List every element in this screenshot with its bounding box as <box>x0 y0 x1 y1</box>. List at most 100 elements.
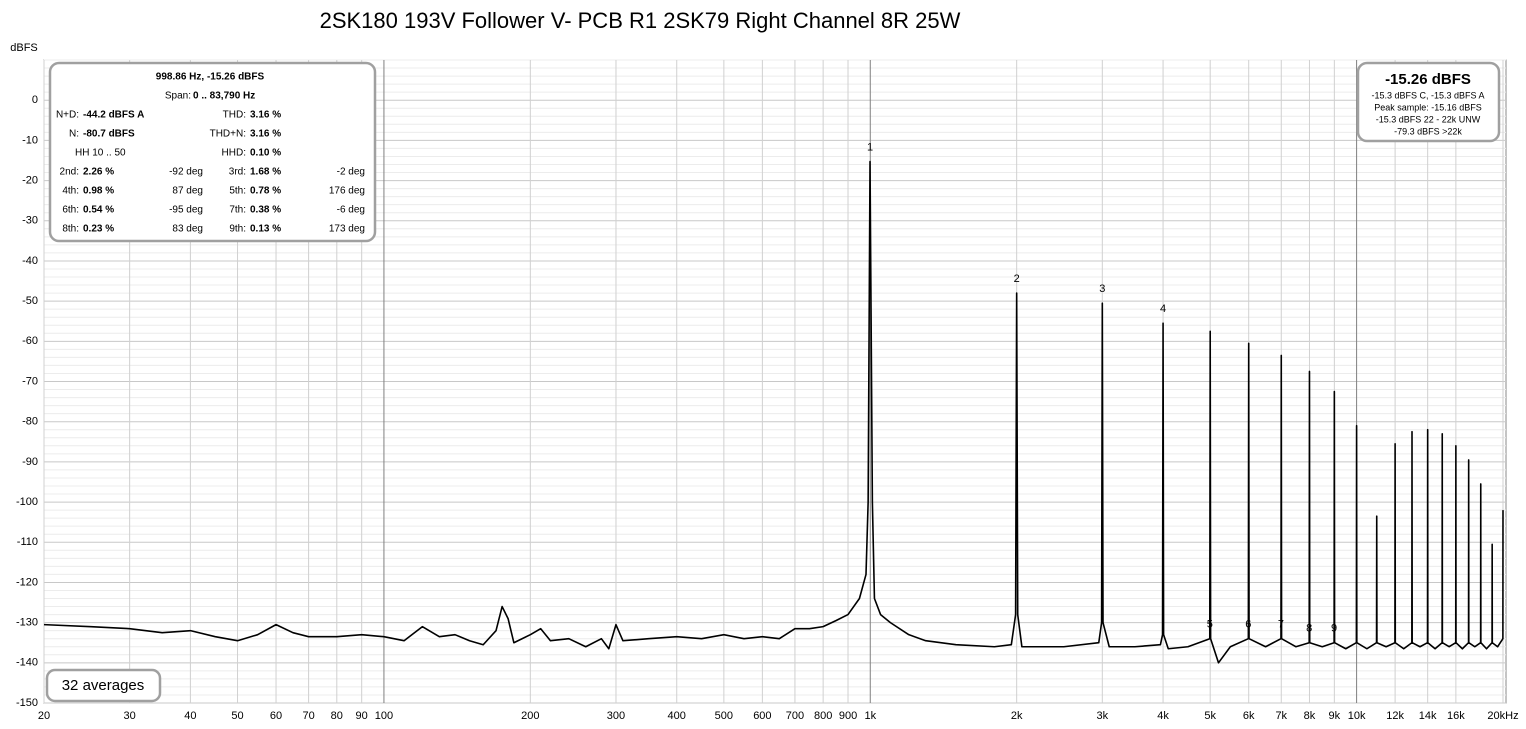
x-tick-label: 20 <box>38 710 50 722</box>
harmonic-label: 3 <box>1099 283 1105 295</box>
x-tick-label: 14k <box>1419 710 1437 722</box>
y-tick-label: -30 <box>22 215 38 227</box>
stats-text: 0.10 % <box>250 148 281 159</box>
stats-text: 7th: <box>229 205 246 216</box>
x-tick-label: 70 <box>302 710 314 722</box>
stats-text: 3rd: <box>229 167 246 178</box>
y-tick-label: -140 <box>16 657 38 669</box>
y-tick-label: -90 <box>22 456 38 468</box>
level-line: -79.3 dBFS >22k <box>1394 126 1462 136</box>
harmonic-label: 4 <box>1160 303 1166 315</box>
x-tick-label: 8k <box>1304 710 1316 722</box>
y-tick-label: -20 <box>22 174 38 186</box>
x-tick-label: 500 <box>715 710 733 722</box>
x-tick-label: 10k <box>1348 710 1366 722</box>
x-tick-label: 9k <box>1329 710 1341 722</box>
harmonic-label: 5 <box>1207 619 1213 631</box>
y-tick-label: -100 <box>16 496 38 508</box>
x-tick-label: 16k <box>1447 710 1465 722</box>
x-tick-label: 60 <box>270 710 282 722</box>
stats-text: 998.86 Hz, -15.26 dBFS <box>156 72 265 83</box>
boxes: 998.86 Hz, -15.26 dBFS Span: 0 .. 83,790 H… <box>45 61 1501 703</box>
harmonic-label: 9 <box>1331 623 1337 635</box>
x-tick-label: 900 <box>839 710 857 722</box>
y-tick-label: -60 <box>22 335 38 347</box>
x-tick-label: 300 <box>607 710 625 722</box>
plot: 1 2 3 4 5 6 7 8 9 <box>43 141 1504 664</box>
x-tick-label: 30 <box>124 710 136 722</box>
harmonic-label: 6 <box>1245 619 1251 631</box>
harmonic-label: 8 <box>1306 623 1312 635</box>
x-tick-label: 3k <box>1096 710 1108 722</box>
x-tick-label: 7k <box>1275 710 1287 722</box>
x-tick-label: 20kHz <box>1487 710 1518 722</box>
x-tick-label: 40 <box>184 710 196 722</box>
y-tick-label: 0 <box>32 94 38 106</box>
chart-title: 2SK180 193V Follower V- PCB R1 2SK79 Rig… <box>320 8 961 33</box>
stats-text: Span: <box>165 91 191 102</box>
harmonic-label: 7 <box>1278 619 1284 631</box>
y-axis-label: dBFS <box>10 42 38 54</box>
stats-text: 9th: <box>229 224 246 235</box>
stats-text: THD+N: <box>210 129 246 140</box>
x-tick-label: 6k <box>1243 710 1255 722</box>
y-tick-label: -70 <box>22 375 38 387</box>
stats-text: 1.68 % <box>250 167 281 178</box>
stats-text: 0.78 % <box>250 186 281 197</box>
x-tick-label: 50 <box>231 710 243 722</box>
stats-text: 0.13 % <box>250 224 281 235</box>
level-line: -15.3 dBFS 22 - 22k UNW <box>1376 114 1481 124</box>
y-tick-label: -50 <box>22 295 38 307</box>
stats-text: N: <box>69 129 79 140</box>
x-tick-label: 12k <box>1386 710 1404 722</box>
stats-text: 0.38 % <box>250 205 281 216</box>
x-tick-label: 90 <box>356 710 368 722</box>
stats-text: 0.23 % <box>83 224 114 235</box>
stats-text: 0 .. 83,790 Hz <box>193 91 255 102</box>
x-tick-label: 80 <box>331 710 343 722</box>
level-value: -15.26 dBFS <box>1385 71 1471 88</box>
y-tick-label: -40 <box>22 255 38 267</box>
spectrum-line <box>43 160 1504 664</box>
averages-box <box>45 668 162 703</box>
stats-text: 6th: <box>62 205 79 216</box>
stats-text: -92 deg <box>169 167 203 178</box>
stats-text: 176 deg <box>329 186 365 197</box>
x-tick-label: 600 <box>753 710 771 722</box>
stats-text: 87 deg <box>172 186 203 197</box>
x-tick-label: 5k <box>1204 710 1216 722</box>
x-tick-label: 400 <box>668 710 686 722</box>
stats-text: HHD: <box>222 148 246 159</box>
stats-text: 173 deg <box>329 224 365 235</box>
y-tick-label: -10 <box>22 134 38 146</box>
x-tick-label: 700 <box>786 710 804 722</box>
y-tick-label: -150 <box>16 697 38 709</box>
stats-text: 4th: <box>62 186 79 197</box>
stats-text: N+D: <box>56 110 79 121</box>
level-box <box>1356 61 1501 143</box>
stats-text: 83 deg <box>172 224 203 235</box>
level-line: Peak sample: -15.16 dBFS <box>1374 102 1482 112</box>
y-tick-label: -120 <box>16 576 38 588</box>
level-line: -15.3 dBFS C, -15.3 dBFS A <box>1371 90 1484 100</box>
stats-text: -2 deg <box>337 167 365 178</box>
x-tick-label: 100 <box>375 710 393 722</box>
stats-text: 0.98 % <box>83 186 114 197</box>
stats-text: THD: <box>223 110 246 121</box>
averages: 32 averages <box>62 677 145 694</box>
stats-text: 3.16 % <box>250 110 281 121</box>
stats-text: -44.2 dBFS A <box>83 110 144 121</box>
stats-text: HH 10 .. 50 <box>75 148 126 159</box>
stats-text: 3.16 % <box>250 129 281 140</box>
y-tick-label: -130 <box>16 617 38 629</box>
x-tick-label: 800 <box>814 710 832 722</box>
stats-text: 5th: <box>229 186 246 197</box>
stats-text: 2.26 % <box>83 167 114 178</box>
stats-text: -6 deg <box>337 205 365 216</box>
x-tick-label: 200 <box>521 710 539 722</box>
x-tick-label: 1k <box>864 710 876 722</box>
stats-text: 8th: <box>62 224 79 235</box>
x-tick-label: 2k <box>1011 710 1023 722</box>
